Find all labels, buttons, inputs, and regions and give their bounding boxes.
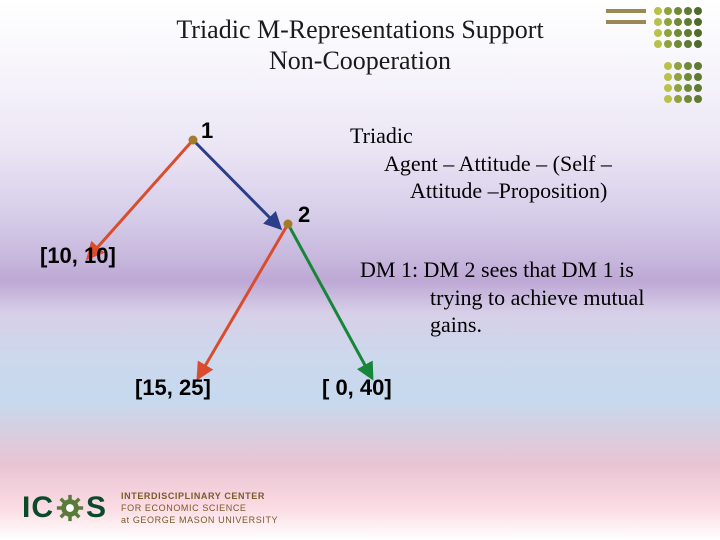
triadic-line-2: Agent – Attitude – (Self –: [350, 150, 700, 178]
payoff-right: [ 0, 40]: [322, 375, 392, 401]
triadic-text: Triadic Agent – Attitude – (Self – Attit…: [350, 122, 700, 205]
triadic-line-3: Attitude –Proposition): [350, 177, 700, 205]
payoff-left: [10, 10]: [40, 243, 116, 269]
dm-line-1: DM 1: DM 2 sees that DM 1 is: [360, 256, 690, 284]
gear-icon: [56, 494, 84, 522]
logo-line-2: FOR ECONOMIC SCIENCE: [121, 502, 278, 514]
logo-letters-right: S: [86, 491, 107, 525]
logo-letters-left: IC: [22, 491, 54, 525]
dm-line-3: gains.: [360, 311, 690, 339]
logo-line-3: at GEORGE MASON UNIVERSITY: [121, 514, 278, 526]
node-2-label: 2: [298, 202, 310, 228]
slide: Triadic M-Representations Support Non-Co…: [0, 0, 720, 540]
footer-logo: IC S INTERDISCIPLINARY CENTER FOR ECONOM…: [22, 490, 278, 526]
payoff-mid: [15, 25]: [135, 375, 211, 401]
logo-text: INTERDISCIPLINARY CENTER FOR ECONOMIC SC…: [121, 490, 278, 526]
node-1-label: 1: [201, 118, 213, 144]
logo-mark: IC S: [22, 491, 107, 525]
dm-text: DM 1: DM 2 sees that DM 1 is trying to a…: [360, 256, 690, 339]
triadic-heading: Triadic: [350, 122, 700, 150]
logo-line-1: INTERDISCIPLINARY CENTER: [121, 490, 278, 502]
dm-line-2: trying to achieve mutual: [360, 284, 690, 312]
